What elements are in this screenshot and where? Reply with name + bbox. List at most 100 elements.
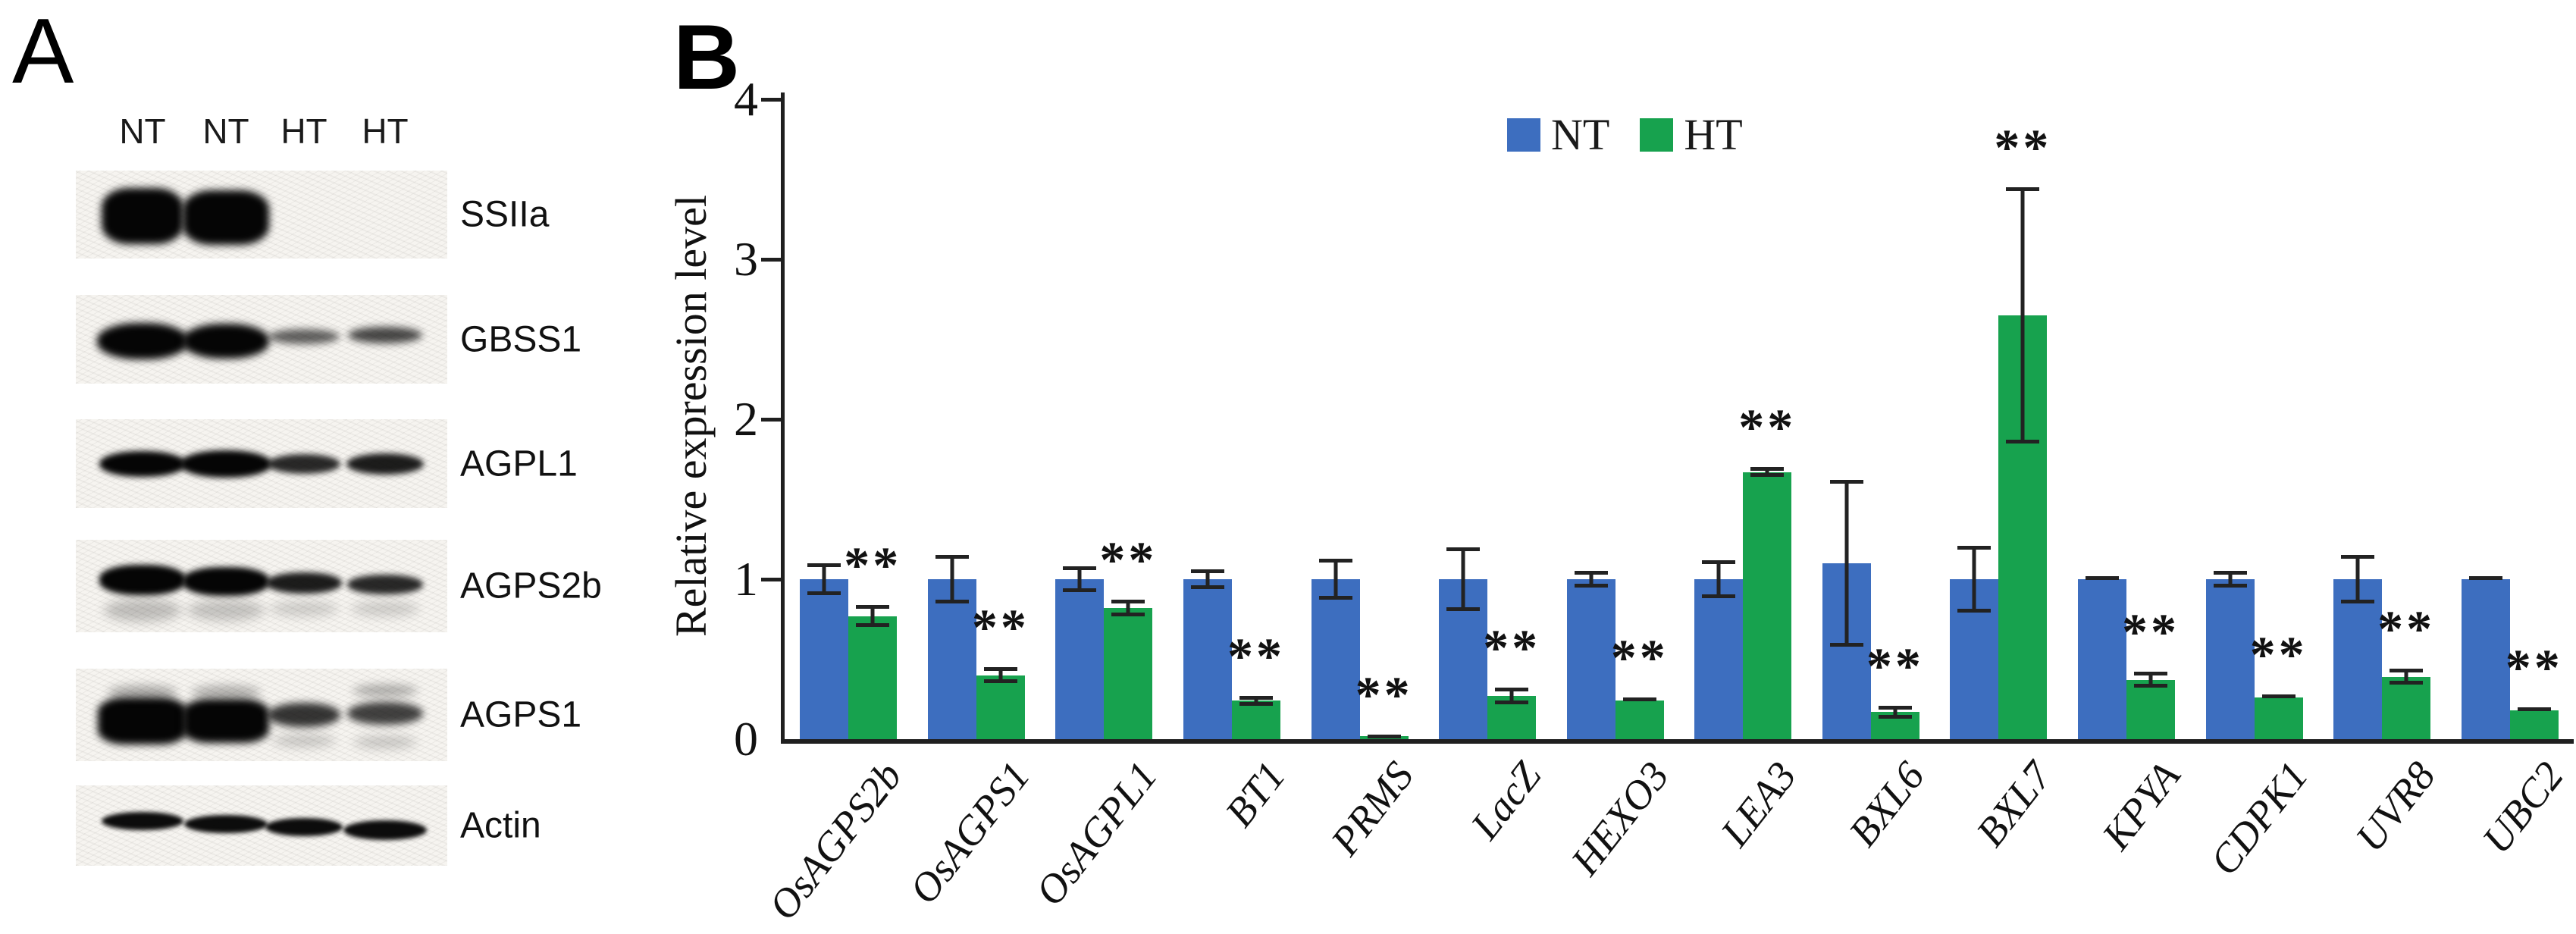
significance-marker: ** [1099, 531, 1158, 589]
error-bar [2261, 694, 2296, 700]
error-bar-line [1893, 705, 1898, 719]
error-bar-bottom-cap [1191, 585, 1224, 589]
error-bar [1239, 696, 1273, 706]
blot-box [76, 785, 447, 866]
blot-box [76, 295, 447, 384]
error-bar-bottom-cap [2213, 583, 2247, 588]
error-bar-bottom-cap [1702, 594, 1736, 599]
lane-header-label: HT [280, 111, 327, 151]
error-bar-line [1765, 467, 1769, 477]
bar-ht [848, 616, 898, 739]
error-bar-top-cap [1367, 734, 1401, 738]
blot-box [76, 669, 447, 761]
y-tick [761, 418, 781, 422]
significance-marker: ** [971, 598, 1029, 657]
error-bar [1191, 569, 1224, 589]
error-bar-line [2355, 555, 2360, 603]
error-bar-line [1126, 600, 1130, 616]
significance-marker: ** [1866, 636, 1924, 694]
error-bar-line [998, 667, 1003, 684]
significance-marker: ** [844, 535, 902, 594]
blot-band [347, 702, 423, 725]
significance-marker: ** [1738, 398, 1797, 456]
panel-a-letter: A [12, 0, 74, 102]
y-tick-label: 0 [734, 712, 758, 766]
blot-band [268, 703, 340, 727]
y-tick-label: 3 [734, 232, 758, 286]
bar-ht [1615, 700, 1664, 739]
error-bar [1829, 480, 1863, 647]
y-tick-label: 4 [734, 72, 758, 126]
x-category-label: OsAGPS1 [900, 753, 1039, 913]
legend-swatch [1507, 118, 1540, 152]
error-bar-line [1716, 559, 1721, 599]
blot-label: Actin [460, 805, 541, 846]
blot-band [108, 685, 177, 699]
error-bar [1750, 467, 1785, 477]
error-bar [2468, 575, 2502, 582]
error-bar-bottom-cap [2134, 684, 2167, 688]
y-tick-label: 2 [734, 392, 758, 446]
blot-band [351, 601, 419, 616]
bar-nt [927, 579, 976, 739]
error-bar [1622, 697, 1656, 704]
error-bar [2006, 187, 2040, 443]
blot-band [353, 736, 417, 748]
error-bar [2213, 571, 2247, 588]
error-bar [1878, 705, 1912, 719]
error-bar-bottom-cap [1063, 588, 1097, 592]
x-category-label: PRMS [1321, 753, 1422, 864]
error-bar-line [1589, 571, 1594, 588]
blot-band [265, 818, 343, 836]
bar-nt [2333, 579, 2383, 739]
error-bar [983, 667, 1017, 684]
error-bar-bottom-cap [983, 679, 1017, 684]
error-bar-top-cap [2517, 707, 2551, 711]
blot-band [97, 322, 188, 359]
blot-band [98, 697, 187, 744]
blot-box [76, 419, 447, 508]
significance-marker: ** [1610, 628, 1669, 687]
error-bar-line [1254, 696, 1258, 706]
error-bar-bottom-cap [935, 599, 969, 603]
blot-band [343, 820, 427, 840]
bar-nt [800, 579, 849, 739]
error-bar-bottom-cap [1446, 607, 1481, 612]
error-bar-top-cap [2468, 575, 2502, 580]
significance-marker: ** [2505, 638, 2563, 696]
error-bar-bottom-cap [2390, 681, 2424, 685]
significance-marker: ** [1994, 118, 2052, 177]
blot-band [353, 685, 418, 697]
legend-item: NT [1507, 109, 1609, 160]
error-bar-line [2228, 571, 2233, 588]
error-bar-line [1509, 688, 1514, 704]
blot-box [76, 171, 447, 259]
blot-label: AGPL1 [460, 443, 578, 484]
error-bar [1574, 571, 1608, 588]
error-bar-bottom-cap [807, 591, 841, 596]
error-bar [1111, 600, 1145, 616]
error-bar [856, 604, 890, 628]
bar-ht [2509, 710, 2559, 739]
error-bar-line [1844, 480, 1849, 647]
bar-ht [1743, 472, 1792, 739]
bar-ht [976, 675, 1025, 739]
bar-nt [2205, 579, 2255, 739]
error-bar [935, 555, 969, 603]
error-bar-line [2020, 187, 2025, 443]
x-category-label: KPYA [2092, 753, 2189, 858]
x-axis [781, 739, 2574, 744]
bar-nt [1694, 579, 1744, 739]
error-bar-bottom-cap [1318, 596, 1352, 600]
blot-band [99, 450, 186, 477]
blot-band [99, 565, 186, 595]
bar-nt [2078, 579, 2126, 739]
bar-ht [2126, 679, 2175, 739]
x-category-label: OsAGPS2b [760, 753, 911, 929]
error-bar [1318, 558, 1352, 600]
legend-label: NT [1551, 110, 1610, 159]
blot-band [184, 815, 268, 833]
legend-item: HT [1640, 109, 1743, 160]
x-category-label: LEA3 [1712, 753, 1806, 855]
